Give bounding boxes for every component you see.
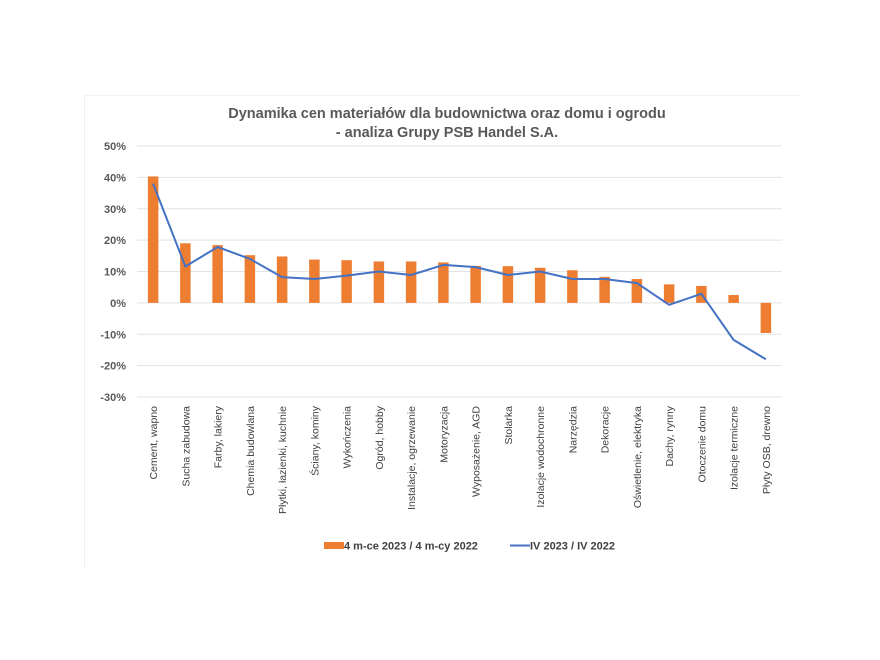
bar	[502, 266, 514, 303]
x-tick-label: Wyposażenie, AGD	[471, 406, 483, 497]
bar	[180, 243, 191, 303]
y-tick-label: 40%	[104, 172, 126, 184]
x-axis-ticks: Cement, wapno Sucha zabudowa Farby, lakier…	[148, 405, 773, 514]
line-series	[152, 183, 767, 361]
bar	[728, 295, 739, 303]
bar	[534, 267, 546, 303]
x-tick-label: Motoryzacja	[438, 406, 450, 463]
bar	[438, 262, 449, 303]
bar	[760, 302, 772, 333]
x-tick-label: Dekoracje	[600, 406, 612, 453]
bar	[631, 279, 643, 303]
x-tick-label: Ściany, kominy	[308, 405, 321, 476]
line-path	[152, 183, 767, 361]
x-tick-label: Płytki, łazienki, kuchnie	[277, 406, 289, 514]
bar	[212, 245, 223, 303]
bar	[663, 284, 675, 303]
x-tick-label: Wykończenia	[342, 406, 354, 469]
y-tick-label: 30%	[104, 204, 126, 216]
chart-title-line-2: - analiza Grupy PSB Handel S.A.	[336, 125, 558, 141]
y-tick-label: -30%	[100, 392, 126, 404]
x-tick-label: Izolacje wodochronne	[535, 406, 547, 508]
legend-label-bar: 4 m-ce 2023 / 4 m-cy 2022	[344, 541, 478, 553]
x-tick-label: Stolarka	[503, 406, 515, 445]
legend: 4 m-ce 2023 / 4 m-cy 2022 IV 2023 / IV 2…	[324, 541, 615, 553]
y-tick-label: -20%	[100, 361, 126, 373]
x-tick-label: Narzędzia	[567, 406, 579, 453]
gridlines	[137, 145, 782, 398]
x-tick-label: Farby, lakiery	[213, 405, 225, 468]
y-tick-label: 10%	[104, 267, 126, 279]
bar	[147, 176, 159, 303]
y-axis-ticks: 50% 40% 30% 20% 10% 0% -10% -20% -30%	[100, 141, 126, 404]
bar	[470, 265, 481, 303]
legend-label-line: IV 2023 / IV 2022	[530, 541, 615, 553]
y-tick-label: -10%	[100, 329, 126, 341]
chart-area	[84, 95, 800, 568]
x-tick-label: Izolacje termiczne	[729, 406, 741, 490]
y-tick-label: 20%	[104, 235, 126, 247]
y-tick-label: 50%	[104, 141, 126, 153]
bar	[567, 270, 578, 303]
x-tick-label: Instalacje, ogrzewanie	[406, 406, 418, 510]
bar	[599, 276, 610, 303]
x-tick-label: Oświetlenie, elektryka	[632, 406, 644, 508]
bar-series	[147, 176, 772, 333]
x-tick-label: Chemia budowlana	[245, 406, 257, 496]
bar	[309, 259, 320, 303]
bar	[405, 261, 417, 303]
bar	[244, 255, 256, 303]
chart-title-line-1: Dynamika cen materiałów dla budownictwa …	[228, 106, 666, 122]
x-tick-label: Sucha zabudowa	[180, 406, 192, 487]
y-tick-label: 0%	[110, 298, 126, 310]
x-tick-label: Dachy, rynny	[664, 405, 676, 466]
bar	[373, 261, 385, 303]
legend-swatch-bar	[324, 542, 344, 549]
x-tick-label: Płyty OSB, drewno	[761, 406, 773, 494]
x-tick-label: Cement, wapno	[148, 406, 160, 480]
x-tick-label: Otoczenie domu	[696, 406, 708, 483]
bar	[276, 256, 288, 303]
x-tick-label: Ogród, hobby	[374, 405, 386, 469]
bar	[341, 260, 352, 303]
